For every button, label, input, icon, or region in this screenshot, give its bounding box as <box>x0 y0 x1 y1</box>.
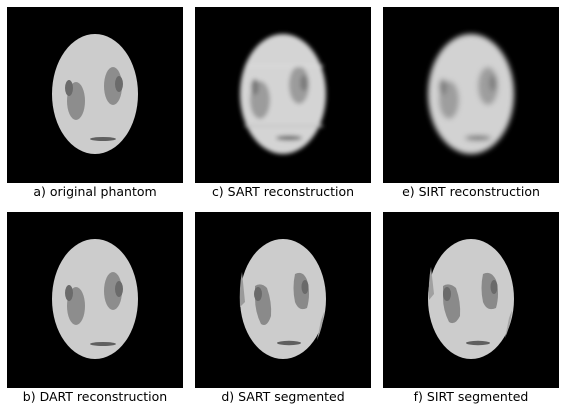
phantom-image-f <box>428 239 514 359</box>
panel-a-original-phantom <box>7 7 183 183</box>
phantom-image-e <box>428 34 514 154</box>
panel-d-sart-segmented <box>195 212 371 388</box>
phantom-image-c <box>240 34 326 154</box>
phantom-image-d <box>239 239 326 359</box>
panel-b-dart-reconstruction <box>7 212 183 388</box>
caption-d: d) SART segmented <box>221 389 345 404</box>
caption-f: f) SIRT segmented <box>413 389 529 404</box>
caption-b: b) DART reconstruction <box>22 389 168 404</box>
caption-c: c) SART reconstruction <box>211 184 355 199</box>
panel-f-sirt-segmented <box>383 212 559 388</box>
phantom-image-a <box>52 34 138 154</box>
caption-a: a) original phantom <box>33 184 157 199</box>
panel-c-sart-reconstruction <box>195 7 371 183</box>
phantom-image-b <box>52 239 138 359</box>
panel-e-sirt-reconstruction <box>383 7 559 183</box>
caption-e: e) SIRT reconstruction <box>402 184 540 199</box>
